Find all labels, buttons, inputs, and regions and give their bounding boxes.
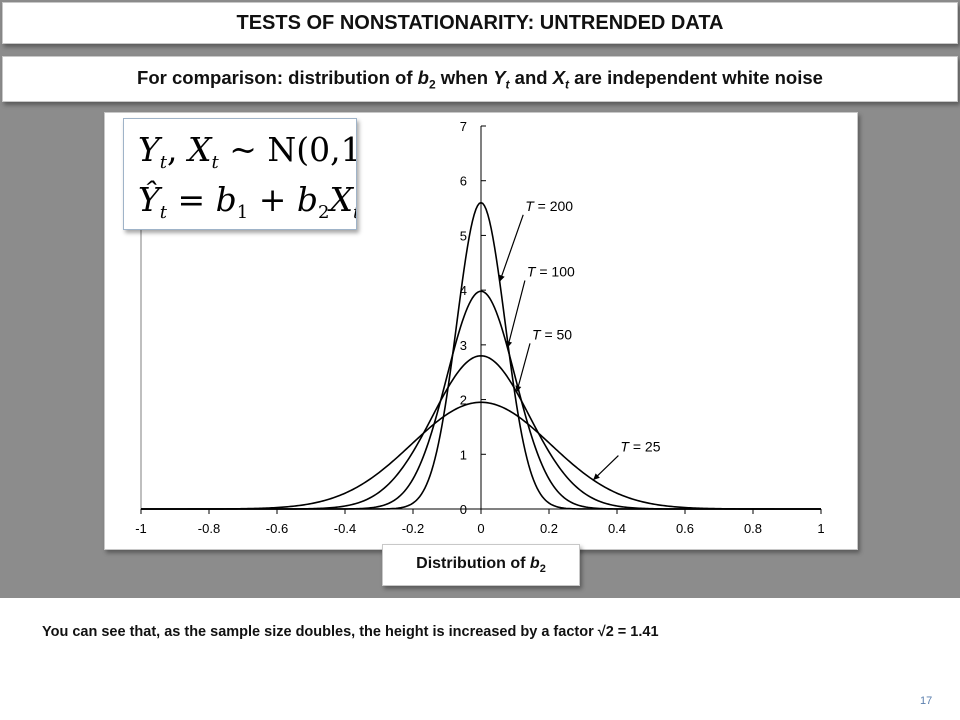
model-formula: Yt, Xt ~ N(0,1) Ŷt = b1 + b2Xt xyxy=(138,130,375,223)
x-tick-label: -0.8 xyxy=(198,521,220,536)
x-tick-label: 0.8 xyxy=(744,521,762,536)
x-tick-label: 1 xyxy=(817,521,824,536)
arrow-T-100 xyxy=(506,280,526,349)
y-tick-label: 6 xyxy=(460,174,467,189)
x-tick-label: -0.2 xyxy=(402,521,424,536)
x-tick-label: -0.6 xyxy=(266,521,288,536)
x-tick-label: -1 xyxy=(135,521,147,536)
subtitle-x-sub: t xyxy=(565,77,570,92)
x-axis-label-sub: 2 xyxy=(539,563,546,576)
subtitle-when: when xyxy=(435,66,494,88)
x-axis-label-b: b xyxy=(529,554,540,572)
annotation-T-200: T = 200 xyxy=(525,198,573,214)
y-tick-label: 3 xyxy=(460,338,467,353)
subtitle-x: X xyxy=(552,66,566,88)
arrowhead-T-200 xyxy=(498,274,505,282)
annotation-T-25: T = 25 xyxy=(620,439,660,455)
subtitle-box: For comparison: distribution of b2 when … xyxy=(2,56,958,102)
page-number: 17 xyxy=(920,695,933,707)
x-axis-label-text: Distribution of xyxy=(416,554,530,572)
subtitle-y-sub: t xyxy=(505,77,510,92)
subtitle-prefix: For comparison: distribution of xyxy=(137,66,418,88)
arrow-T-200 xyxy=(499,214,524,282)
title-box: TESTS OF NONSTATIONARITY: UNTRENDED DATA xyxy=(2,2,958,44)
page-title: TESTS OF NONSTATIONARITY: UNTRENDED DATA xyxy=(236,11,724,34)
explanation-note: You can see that, as the sample size dou… xyxy=(42,624,659,640)
y-tick-label: 2 xyxy=(460,393,467,408)
y-tick-label: 4 xyxy=(460,283,467,298)
y-tick-label: 7 xyxy=(460,119,467,134)
arrowhead-T-25 xyxy=(593,473,600,480)
y-tick-label: 1 xyxy=(460,447,467,462)
x-tick-label: -0.4 xyxy=(334,521,356,536)
x-tick-label: 0.2 xyxy=(540,521,558,536)
x-tick-label: 0.4 xyxy=(608,521,626,536)
annotation-T-100: T = 100 xyxy=(527,263,575,279)
subtitle-b-sub: 2 xyxy=(428,77,436,92)
curve-T-25 xyxy=(141,401,821,510)
subtitle-y: Y xyxy=(493,66,506,88)
arrow-T-50 xyxy=(516,343,531,393)
arrowhead-T-50 xyxy=(515,385,522,393)
x-axis-label: Distribution of b2 xyxy=(416,555,546,575)
subtitle-b: b xyxy=(417,66,429,88)
formula-line-2: Ŷt = b1 + b2Xt xyxy=(138,179,356,223)
formula-line-1: Yt, Xt ~ N(0,1) xyxy=(138,130,356,173)
y-tick-label: 0 xyxy=(460,502,467,517)
subtitle: For comparison: distribution of b2 when … xyxy=(137,67,823,92)
subtitle-and: and xyxy=(509,66,553,88)
x-tick-label: 0 xyxy=(477,521,484,536)
annotation-T-50: T = 50 xyxy=(532,326,572,342)
xlabel-box: Distribution of b2 xyxy=(382,544,580,586)
subtitle-suffix: are independent white noise xyxy=(569,66,823,88)
arrowhead-T-100 xyxy=(506,341,513,348)
x-tick-label: 0.6 xyxy=(676,521,694,536)
formula-box: Yt, Xt ~ N(0,1) Ŷt = b1 + b2Xt xyxy=(123,118,375,230)
y-tick-label: 5 xyxy=(460,228,467,243)
distribution-chart: -1 -0.8 -0.6 -0.4 -0.2 0 0.2 0.4 0.6 0.8 1 0 1 2 3 4 5 6 7… xyxy=(135,119,824,536)
